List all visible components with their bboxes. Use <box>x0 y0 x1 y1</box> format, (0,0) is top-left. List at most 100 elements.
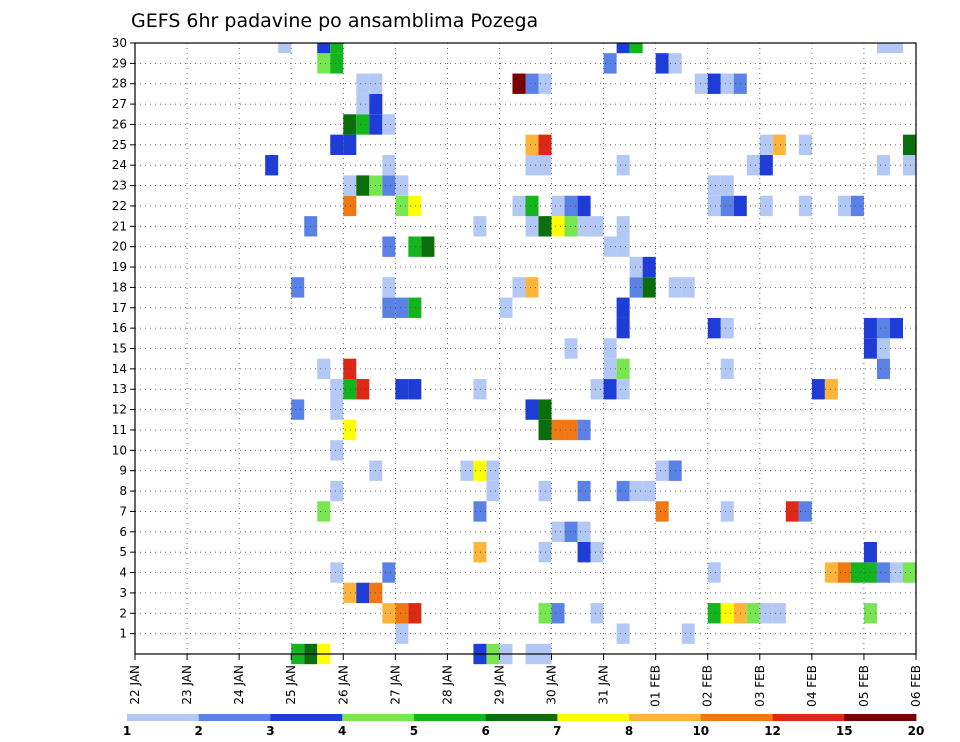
x-tick-label: 27 JAN <box>388 665 402 705</box>
precip-cell <box>330 440 344 461</box>
precip-cell <box>382 155 396 176</box>
precip-cell <box>343 379 357 400</box>
precip-cell <box>382 175 396 196</box>
precip-cell <box>330 480 344 502</box>
y-tick-label: 6 <box>119 525 127 539</box>
y-tick-label: 13 <box>112 382 127 396</box>
x-tick-label: 25 JAN <box>284 665 298 705</box>
precip-cell <box>343 195 357 217</box>
precip-cell <box>317 501 331 522</box>
y-tick-label: 27 <box>112 97 127 111</box>
y-tick-label: 3 <box>119 586 127 600</box>
precip-cell <box>291 277 305 298</box>
precip-cell <box>707 175 721 196</box>
precip-cell <box>824 379 838 400</box>
precip-cell <box>317 358 331 380</box>
x-tick-label: 31 JAN <box>597 665 611 705</box>
precip-cell <box>616 155 630 176</box>
precip-cell <box>720 317 734 339</box>
precip-cell <box>577 541 591 563</box>
precip-cell <box>824 562 838 583</box>
precip-cell <box>707 317 721 339</box>
precip-cell <box>746 155 760 176</box>
precip-cell <box>590 603 604 624</box>
precip-cell <box>707 603 721 624</box>
precip-cell <box>343 114 357 135</box>
precip-cell <box>616 216 630 237</box>
precip-cell <box>720 73 734 94</box>
precip-cell <box>616 379 630 400</box>
x-tick-label: 28 JAN <box>440 665 454 705</box>
y-tick-label: 2 <box>119 606 127 620</box>
precip-cell <box>720 358 734 380</box>
x-tick-label: 24 JAN <box>232 665 246 705</box>
precip-cell <box>525 73 539 94</box>
y-tick-label: 19 <box>112 260 127 274</box>
precip-cell <box>577 195 591 217</box>
y-tick-label: 23 <box>112 179 127 193</box>
precip-cell <box>343 419 357 441</box>
precip-cell <box>707 562 721 583</box>
precip-cell <box>330 562 344 583</box>
precip-cell <box>876 317 890 339</box>
precip-cell <box>694 73 708 94</box>
precip-cell <box>330 53 344 74</box>
legend-label: 2 <box>195 724 203 738</box>
precip-cell <box>759 603 773 624</box>
precip-cell <box>720 175 734 196</box>
legend-label: 4 <box>338 724 346 738</box>
precip-cell <box>876 358 890 380</box>
legend-swatch <box>485 714 558 721</box>
precip-cell <box>512 73 526 94</box>
x-tick-label: 26 JAN <box>336 665 350 705</box>
precip-cell <box>811 379 825 400</box>
y-tick-label: 22 <box>112 199 127 213</box>
y-tick-label: 1 <box>119 627 127 641</box>
precip-cell <box>291 399 305 420</box>
legend-label: 1 <box>123 724 131 738</box>
precip-cell <box>525 155 539 176</box>
legend-swatch <box>629 714 702 721</box>
precip-cell <box>395 175 409 196</box>
x-tick-label: 06 FEB <box>909 665 923 707</box>
precip-cell <box>265 155 279 176</box>
precip-cell <box>343 358 357 380</box>
precip-cell <box>551 603 565 624</box>
y-tick-label: 15 <box>112 342 127 356</box>
precip-cell <box>616 317 630 339</box>
precip-cell <box>616 297 630 318</box>
precip-cell <box>590 216 604 237</box>
precip-cell <box>382 297 396 318</box>
precip-cell <box>525 134 539 156</box>
precip-cell <box>577 521 591 542</box>
precip-cell <box>382 562 396 583</box>
x-tick-label: 30 JAN <box>545 665 559 705</box>
precip-cell <box>616 236 630 257</box>
precip-cell <box>629 43 643 54</box>
precip-cell <box>330 399 344 420</box>
y-tick-label: 29 <box>112 56 127 70</box>
y-tick-label: 12 <box>112 403 127 417</box>
precip-cell <box>408 379 422 400</box>
x-tick-label: 03 FEB <box>753 665 767 707</box>
chart-title: GEFS 6hr padavine po ansamblima Pozega <box>131 10 538 32</box>
precip-cell <box>343 134 357 156</box>
precip-cell <box>902 134 916 156</box>
precip-cell <box>382 236 396 257</box>
precip-cell <box>577 480 591 502</box>
precip-cell <box>720 603 734 624</box>
precip-cell <box>317 43 331 54</box>
legend-swatch <box>413 714 487 721</box>
precip-cell <box>421 236 435 257</box>
y-tick-label: 21 <box>112 219 127 233</box>
x-tick-label: 05 FEB <box>857 665 871 707</box>
precip-cell <box>525 216 539 237</box>
precip-cell <box>473 501 487 522</box>
precip-cell <box>681 277 695 298</box>
precip-cell <box>707 73 721 94</box>
precip-cell <box>590 541 604 563</box>
legend-label: 5 <box>410 724 418 738</box>
precip-cell <box>720 501 734 522</box>
y-tick-label: 17 <box>112 301 127 315</box>
